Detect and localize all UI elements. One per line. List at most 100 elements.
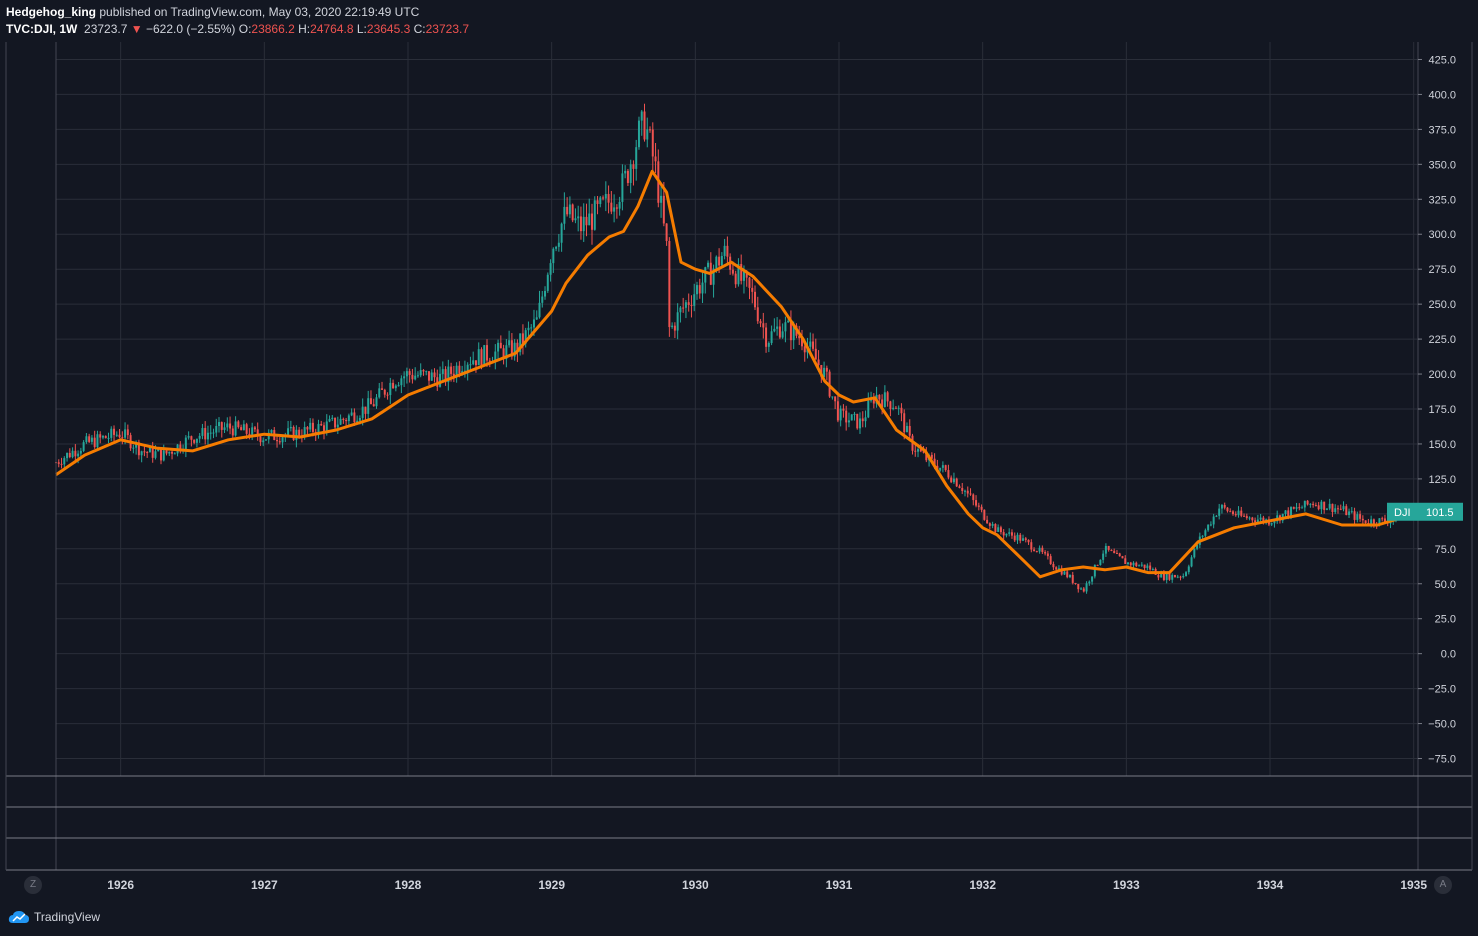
tradingview-logo[interactable]: TradingView	[8, 910, 100, 924]
candle-body	[613, 207, 616, 212]
publish-text: published on TradingView.com, May 03, 20…	[99, 5, 420, 19]
candle-body	[1044, 552, 1047, 554]
candle-body	[1091, 576, 1094, 582]
candle-body	[1088, 581, 1091, 584]
candle-body	[610, 202, 613, 212]
candle-body	[831, 396, 834, 398]
candle-body	[541, 296, 544, 303]
candle-body	[1212, 516, 1215, 525]
moving-average-line	[55, 169, 1415, 579]
price-tick-label: 125.0	[1428, 474, 1456, 486]
candle-body	[637, 120, 640, 148]
candle-body	[900, 407, 903, 414]
candle-body	[414, 375, 417, 380]
candle-body	[494, 351, 497, 363]
candle-body	[1295, 507, 1298, 509]
candle-body	[124, 429, 127, 438]
candle-body	[1303, 500, 1306, 508]
low-label: L:	[356, 22, 367, 36]
candle-body	[679, 307, 682, 313]
candle-body	[461, 371, 464, 374]
candle-body	[961, 487, 964, 491]
time-tick-label: 1927	[251, 878, 278, 892]
candle-body	[85, 436, 88, 443]
candle-body	[245, 424, 248, 434]
candle-body	[695, 285, 698, 295]
author-name[interactable]: Hedgehog_king	[6, 5, 97, 19]
candle-body	[1151, 569, 1154, 571]
candle-body	[295, 429, 298, 440]
time-axis[interactable]: 1926 1927 1928 1929 1930 1931 1932 1933 1934 1935	[107, 878, 1427, 892]
candle-body	[325, 421, 328, 432]
candle-body	[552, 248, 555, 264]
chart-header: Hedgehog_king published on TradingView.c…	[0, 0, 1478, 42]
candle-body	[201, 428, 204, 436]
candle-body	[311, 422, 314, 432]
candle-body	[137, 442, 140, 456]
candle-body	[952, 478, 955, 483]
auto-scale-button[interactable]: A	[1434, 876, 1452, 894]
candle-body	[530, 327, 533, 329]
candle-body	[212, 432, 215, 434]
candle-body	[881, 399, 884, 408]
candle-body	[427, 371, 430, 381]
candle-body	[1173, 575, 1176, 578]
candle-body	[859, 418, 862, 429]
candle-body	[317, 423, 320, 435]
candle-body	[1234, 514, 1237, 516]
candle-body	[1016, 534, 1019, 541]
candle-body	[1193, 548, 1196, 558]
candle-body	[712, 268, 715, 285]
candle-body	[820, 365, 823, 378]
candle-body	[707, 262, 710, 268]
candle-body	[889, 401, 892, 409]
candle-body	[298, 429, 301, 437]
candle-body	[126, 429, 129, 436]
candle-body	[850, 414, 853, 421]
candle-body	[350, 412, 353, 416]
price-tick-label: −25.0	[1428, 684, 1456, 696]
candle-body	[220, 422, 223, 430]
candle-body	[510, 340, 513, 357]
zoom-button[interactable]: Z	[24, 876, 42, 894]
candle-body	[309, 422, 312, 430]
candle-body	[400, 378, 403, 386]
candle-body	[883, 392, 886, 408]
candle-body	[303, 427, 306, 438]
candle-body	[856, 413, 859, 429]
candle-body	[148, 446, 151, 453]
candle-body	[256, 429, 259, 437]
candle-body	[1270, 523, 1273, 525]
candle-body	[477, 349, 480, 366]
symbol-label[interactable]: TVC:DJI, 1W	[6, 22, 78, 36]
price-tick-label: 400.0	[1428, 89, 1456, 101]
candle-body	[99, 434, 102, 438]
candle-body	[386, 394, 389, 396]
time-tick-label: 1928	[395, 878, 422, 892]
candle-body	[107, 437, 110, 439]
candle-body	[585, 216, 588, 226]
candle-body	[1055, 567, 1058, 570]
candle-body	[734, 273, 737, 285]
candle-body	[602, 197, 605, 199]
candle-body	[1129, 562, 1132, 566]
candle-body	[251, 427, 254, 438]
candle-body	[1317, 505, 1320, 510]
last-price-symbol: DJI	[1394, 507, 1411, 519]
candle-body	[1121, 556, 1124, 559]
candle-body	[839, 408, 842, 421]
candle-body	[1312, 503, 1315, 506]
time-tick-label: 1932	[969, 878, 996, 892]
candle-body	[1190, 557, 1193, 567]
candle-body	[853, 413, 856, 415]
candle-body	[784, 322, 787, 332]
candle-body	[809, 341, 812, 347]
candle-body	[1124, 558, 1127, 565]
candle-body	[1381, 518, 1384, 520]
candle-body	[1254, 520, 1257, 523]
candle-body	[1013, 535, 1016, 541]
candle-body	[1359, 514, 1362, 519]
candle-body	[930, 454, 933, 459]
candle-body	[557, 242, 560, 247]
